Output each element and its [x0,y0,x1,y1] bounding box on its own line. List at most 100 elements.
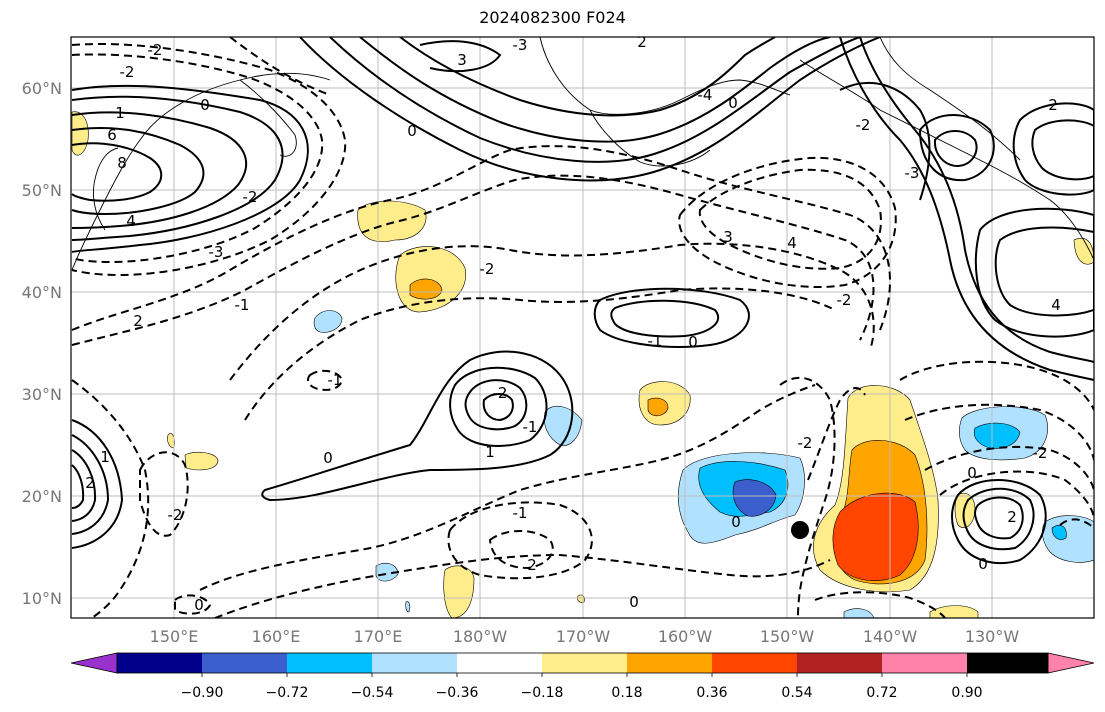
colorbar-upper-extension [1047,652,1095,674]
contour-label: 2 [85,474,95,492]
colorbar-tick-label: 0.72 [866,685,897,701]
colorbar-tick-label: 0.18 [611,685,642,701]
contour-label: 4 [1051,296,1061,314]
contour-label: -2 [798,434,813,452]
coastlines [71,37,1094,271]
negative-anomaly-area [313,310,343,333]
contour-label: 2 [527,556,537,574]
positive-anomaly-area [409,278,443,300]
latitude-labels: 60°N 50°N 40°N 30°N 20°N 10°N [22,79,62,608]
contour-label: -2 [1033,444,1048,462]
contour-label: 0 [688,333,698,351]
longitude-labels: 150°E 160°E 170°E 180°W 170°W 160°W 150°… [150,627,1020,646]
contour-label: -2 [856,116,871,134]
contour-label: 1 [485,443,495,461]
contour-label: 0 [200,96,210,114]
contour-label: 0 [194,596,204,614]
contour-label: 3 [723,228,733,246]
negative-anomaly-area [375,562,399,582]
lon-label: 130°W [965,627,1020,646]
negative-contours [71,37,1094,618]
contour-label: -4 [698,86,713,104]
contour-label: -1 [523,418,538,436]
storm-position-marker [791,521,809,539]
positive-contours [71,37,1094,565]
colorbar-segment [542,653,627,673]
contour-label: -1 [328,371,343,389]
negative-anomaly-area [1051,525,1067,540]
colorbar-segment [117,653,202,673]
contour-label: 1 [115,104,125,122]
colorbar-segment [627,653,712,673]
contour-label: 4 [126,212,136,230]
lon-label: 180°W [453,627,508,646]
colorbar: −0.90 −0.72 −0.54 −0.36 −0.18 0.18 0.36 … [70,652,1095,701]
contour-label: -2 [480,260,495,278]
colorbar-segment [372,653,457,673]
colorbar-frame [116,652,1049,674]
contour-label: 2 [637,33,647,51]
lat-label: 50°N [22,181,62,200]
contour-label: 0 [731,513,741,531]
contour-label: -2 [120,63,135,81]
lat-label: 40°N [22,283,62,302]
lon-label: 160°E [252,627,301,646]
colorbar-segment [967,653,1048,673]
colorbar-tick-label: −0.54 [351,685,394,701]
negative-anomaly-area [732,479,777,517]
contour-label: -2 [148,41,163,59]
contour-label: 4 [787,234,797,252]
contour-label-layer: -2 -2 1 6 8 3 4 0 0 -3 0 -2 -1 2 0 -1 1 … [85,33,1061,614]
negative-anomaly-area [405,601,411,613]
contour-label: -2 [243,188,258,206]
lon-label: 150°E [150,627,199,646]
colorbar-segment [457,653,542,673]
colorbar-tick-label: 0.54 [781,685,812,701]
contour-label: 8 [117,154,127,172]
contour-label: -2 [168,506,183,524]
colorbar-segment [287,653,372,673]
contour-label: 0 [323,449,333,467]
negative-anomaly-area [843,608,875,618]
shaded-anomalies [71,111,1094,618]
contour-label: 3 [457,51,467,69]
contour-label: 2 [1007,508,1017,526]
colorbar-tick-label: 0.36 [696,685,727,701]
colorbar-tick-label: −0.18 [521,685,564,701]
contour-label: 6 [107,126,117,144]
contour-label: 0 [629,593,639,611]
contour-label: 2 [133,312,143,330]
colorbar-segment [712,653,797,673]
contour-label: 0 [967,464,977,482]
contour-label: -1 [648,332,663,350]
positive-anomaly-area [832,492,919,581]
contour-label: 0 [728,94,738,112]
map-title: 2024082300 F024 [479,8,626,27]
lon-label: 160°W [658,627,713,646]
colorbar-tick-label: 0.90 [951,685,982,701]
colorbar-segment [797,653,882,673]
contour-label: 0 [407,122,417,140]
colorbar-tick-label: −0.90 [181,685,224,701]
negative-anomaly-area [973,422,1021,449]
contour-label: -3 [905,164,920,182]
lon-label: 150°W [760,627,815,646]
lon-label: 140°W [863,627,918,646]
lon-label: 170°E [354,627,403,646]
contour-label: -1 [513,504,528,522]
positive-anomaly-area [184,451,219,471]
colorbar-tick-label: −0.36 [436,685,479,701]
colorbar-segment [202,653,287,673]
lat-label: 20°N [22,487,62,506]
colorbar-lower-extension [70,652,118,674]
contour-label: -1 [235,296,250,314]
lat-label: 30°N [22,385,62,404]
graticule [71,37,1094,618]
contour-label: 2 [1048,96,1058,114]
contour-label: 1 [100,448,110,466]
lat-label: 10°N [22,589,62,608]
contour-label: -3 [209,243,224,261]
positive-anomaly-area [647,397,669,417]
lat-label: 60°N [22,79,62,98]
